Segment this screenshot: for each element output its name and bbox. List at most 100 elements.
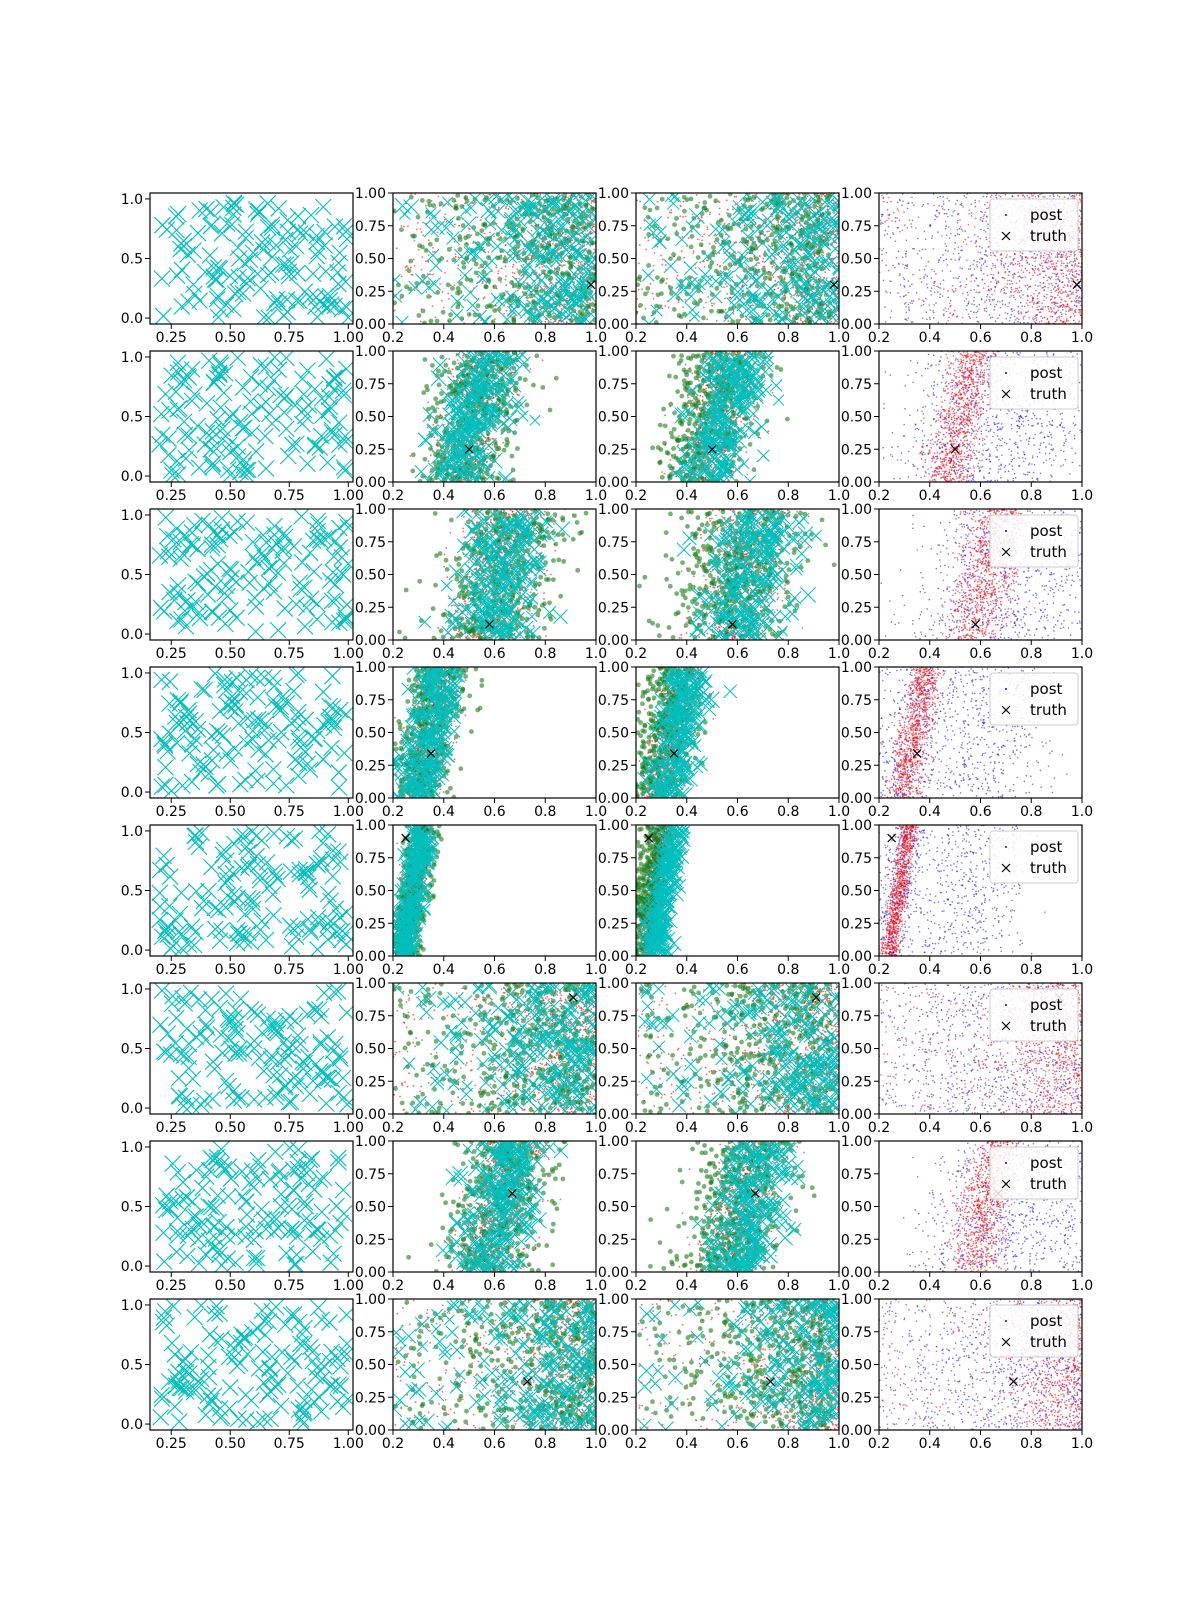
post-red-dot (1058, 296, 1061, 299)
red-sample-dot (739, 318, 742, 321)
post-red-dot (1075, 304, 1078, 307)
red-sample-dot (581, 260, 583, 263)
prior-sample-marker (244, 244, 262, 262)
post-blue-dot (1016, 317, 1018, 319)
red-sample-dot (591, 226, 594, 229)
cyan-sample-marker (797, 290, 810, 304)
cyan-sample-marker (508, 205, 520, 217)
green-sample-dot (691, 215, 697, 221)
post-blue-dot (1073, 315, 1076, 317)
green-sample-dot (762, 252, 768, 258)
cyan-sample-marker (806, 285, 823, 302)
red-sample-dot (695, 194, 698, 196)
post-red-dot (1074, 270, 1076, 273)
cyan-sample-marker (740, 303, 754, 317)
cyan-sample-marker (663, 258, 678, 274)
cyan-sample-marker (776, 240, 792, 256)
post-red-dot (962, 241, 965, 243)
red-sample-dot (795, 216, 798, 219)
red-sample-dot (812, 283, 815, 286)
post-red-dot (1031, 194, 1033, 197)
green-sample-dot (453, 203, 459, 209)
prior-sample-marker (289, 207, 307, 225)
post-blue-dot (950, 258, 953, 260)
post-blue-dot (981, 220, 984, 223)
cyan-sample-marker (719, 269, 732, 282)
red-sample-dot (432, 251, 434, 253)
green-sample-dot (516, 284, 522, 290)
red-sample-dot (399, 297, 402, 300)
red-sample-dot (513, 272, 516, 275)
red-sample-dot (517, 250, 520, 253)
cyan-sample-marker (709, 290, 722, 303)
post-blue-dot (945, 234, 948, 236)
cyan-sample-marker (564, 293, 577, 306)
cyan-sample-marker (716, 272, 733, 289)
red-sample-dot (661, 263, 664, 266)
post-red-dot (1047, 257, 1049, 259)
post-blue-dot (1072, 319, 1075, 322)
post-red-dot (1033, 301, 1035, 304)
green-sample-dot (479, 228, 485, 234)
post-red-dot (915, 227, 917, 229)
post-red-dot (887, 196, 890, 199)
red-sample-dot (417, 248, 420, 251)
post-blue-dot (992, 262, 994, 265)
post-blue-dot (881, 249, 883, 252)
post-blue-dot (1037, 194, 1040, 197)
post-blue-dot (911, 219, 914, 222)
red-sample-dot (567, 196, 569, 199)
post-red-dot (999, 306, 1002, 309)
prior-sample-marker (226, 285, 244, 303)
cyan-sample-marker (767, 244, 783, 259)
post-red-dot (1045, 297, 1048, 299)
green-sample-dot (406, 268, 412, 274)
cyan-sample-marker (572, 313, 586, 324)
post-red-dot (945, 225, 947, 228)
post-red-dot (1034, 284, 1037, 287)
post-red-dot (1047, 306, 1050, 308)
red-sample-dot (550, 318, 552, 321)
prior-sample-marker (280, 267, 298, 285)
post-blue-dot (1010, 308, 1013, 311)
green-sample-dot (697, 298, 703, 303)
green-sample-dot (671, 307, 677, 312)
post-red-dot (1066, 305, 1069, 308)
green-sample-dot (451, 257, 457, 263)
red-sample-dot (412, 258, 415, 261)
red-sample-dot (668, 211, 671, 214)
post-red-dot (1058, 278, 1060, 281)
green-sample-dot (675, 295, 681, 301)
red-sample-dot (836, 262, 839, 264)
post-blue-dot (889, 292, 892, 294)
post-blue-dot (1044, 306, 1047, 308)
post-blue-dot (961, 204, 963, 207)
green-sample-dot (498, 236, 503, 242)
red-sample-dot (586, 229, 589, 232)
post-blue-dot (926, 318, 928, 321)
post-blue-dot (1035, 314, 1038, 316)
post-red-dot (1072, 278, 1075, 281)
red-sample-dot (667, 306, 670, 309)
post-red-dot (1041, 317, 1044, 319)
cyan-sample-marker (829, 230, 839, 246)
green-sample-dot (431, 203, 436, 208)
green-sample-dot (407, 286, 413, 292)
green-sample-dot (416, 313, 422, 318)
post-red-dot (1022, 316, 1024, 318)
post-blue-dot (911, 247, 914, 250)
red-sample-dot (467, 227, 470, 230)
post-red-dot (981, 258, 983, 261)
prior-sample-marker (229, 283, 247, 301)
red-sample-dot (819, 193, 822, 196)
post-blue-dot (836, 244, 838, 246)
cyan-sample-marker (794, 236, 810, 253)
post-blue-dot (958, 259, 960, 261)
post-blue-dot (1019, 254, 1022, 257)
x-tick-label: 0.25 (156, 330, 187, 346)
post-red-dot (1000, 253, 1003, 256)
post-blue-dot (951, 289, 954, 291)
post-red-dot (995, 282, 998, 284)
prior-sample-marker (229, 239, 247, 257)
cyan-sample-marker (541, 228, 555, 242)
